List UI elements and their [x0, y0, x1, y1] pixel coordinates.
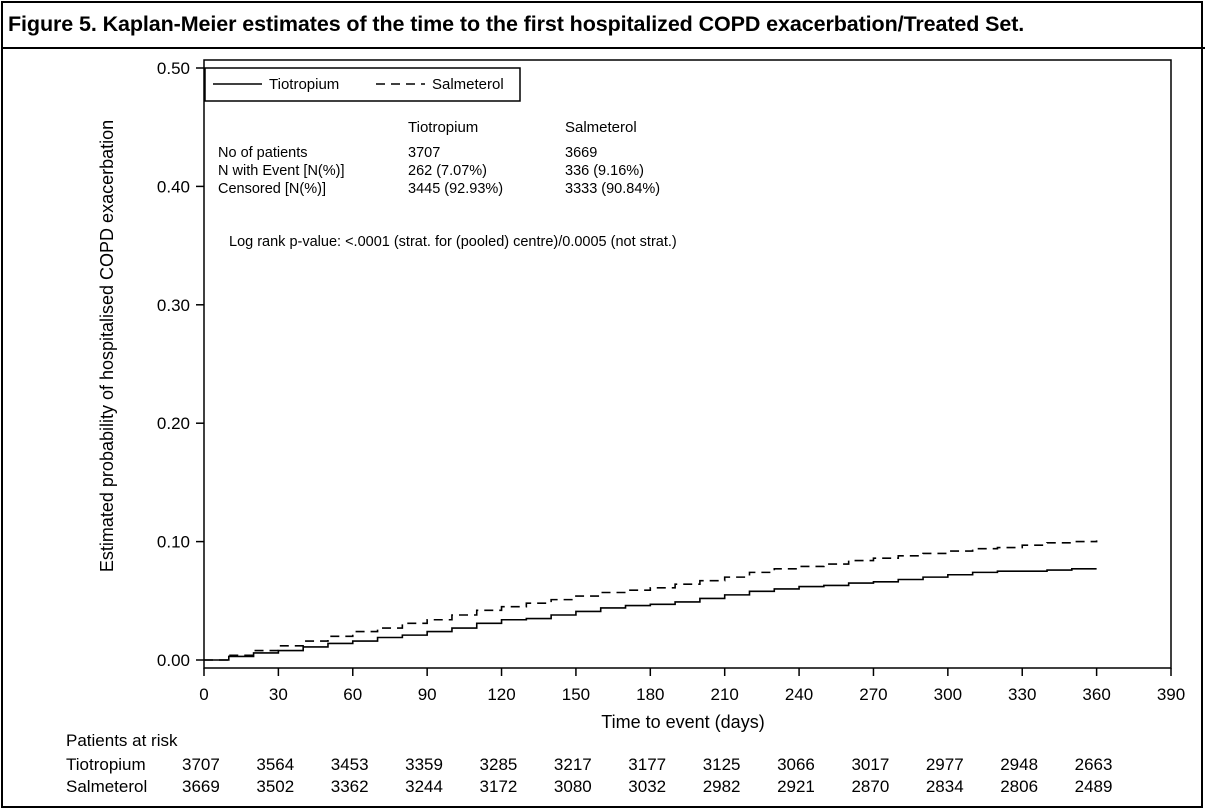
- risk-row-label-tiotropium: Tiotropium: [66, 755, 146, 774]
- risk-count-cell: 3125: [702, 755, 741, 774]
- stats-cell: 336 (9.16%): [565, 163, 644, 179]
- risk-count-cell: 3359: [405, 755, 443, 774]
- x-tick-label: 210: [711, 685, 739, 704]
- x-tick-label: 330: [1008, 685, 1036, 704]
- x-tick-label: 60: [343, 685, 362, 704]
- stats-cell: 262 (7.07%): [408, 163, 487, 179]
- risk-count-cell: 2489: [1074, 777, 1113, 796]
- risk-count-cell: 3172: [479, 777, 518, 796]
- stats-row-label: Censored [N(%)]: [218, 181, 326, 197]
- risk-row-label-salmeterol: Salmeterol: [66, 777, 148, 796]
- risk-count-cell: 3669: [182, 777, 220, 796]
- axes: 0 30 60 90 120 150 180 210 240 270 300 330 360 390 0.0…: [157, 59, 1185, 704]
- x-tick-label: 300: [934, 685, 962, 704]
- stats-col-header-salmeterol: Salmeterol: [565, 119, 637, 136]
- x-tick-label: 360: [1082, 685, 1110, 704]
- x-axis-label: Time to event (days): [601, 712, 764, 732]
- y-axis-label: Estimated probability of hospitalised CO…: [97, 120, 117, 572]
- risk-count-cell: 2870: [851, 777, 890, 796]
- curves: [204, 540, 1098, 661]
- risk-count-cell: 2982: [702, 777, 741, 796]
- x-tick-label: 180: [636, 685, 664, 704]
- risk-count-cell: 3362: [330, 777, 369, 796]
- title-divider: [1, 47, 1205, 49]
- km-curve-salmeterol: [204, 540, 1098, 661]
- stats-cell: 3333 (90.84%): [565, 181, 660, 197]
- y-tick-label: 0.00: [157, 651, 190, 670]
- risk-count-cell: 3564: [256, 755, 295, 774]
- x-tick-label: 0: [199, 685, 208, 704]
- risk-count-cell: 2806: [1000, 777, 1039, 796]
- x-tick-label: 150: [562, 685, 590, 704]
- stats-col-header-tiotropium: Tiotropium: [408, 119, 478, 136]
- risk-count-cell: 2834: [925, 777, 964, 796]
- risk-count-cell: 3017: [851, 755, 890, 774]
- risk-count-cell: 3066: [777, 755, 815, 774]
- y-tick-label: 0.50: [157, 59, 190, 78]
- legend-label-tiotropium: Tiotropium: [269, 76, 339, 93]
- risk-count-cell: 3707: [182, 755, 220, 774]
- logrank-annotation: Log rank p-value: <.0001 (strat. for (po…: [229, 234, 677, 250]
- risk-count-cell: 3080: [553, 777, 592, 796]
- stats-cell: 3707: [408, 145, 440, 161]
- risk-count-cell: 2977: [925, 755, 964, 774]
- risk-count-cell: 3453: [330, 755, 369, 774]
- x-tick-label: 120: [487, 685, 515, 704]
- y-tick-label: 0.20: [157, 414, 190, 433]
- y-tick-label: 0.10: [157, 533, 190, 552]
- figure-title: Figure 5. Kaplan-Meier estimates of the …: [8, 12, 1025, 36]
- risk-count-cell: 3177: [628, 755, 667, 774]
- x-tick-label: 270: [859, 685, 887, 704]
- stats-cell: 3445 (92.93%): [408, 181, 503, 197]
- y-tick-label: 0.40: [157, 177, 190, 196]
- risk-count-cell: 2921: [777, 777, 815, 796]
- y-tick-label: 0.30: [157, 296, 190, 315]
- risk-count-cell: 3502: [256, 777, 295, 796]
- x-tick-label: 390: [1157, 685, 1185, 704]
- stats-row-label: N with Event [N(%)]: [218, 163, 345, 179]
- x-tick-label: 240: [785, 685, 813, 704]
- risk-count-cell: 2663: [1074, 755, 1113, 774]
- risk-count-cell: 3285: [479, 755, 518, 774]
- stats-table: Tiotropium Salmeterol No of patients 370…: [218, 119, 660, 197]
- legend-label-salmeterol: Salmeterol: [432, 76, 504, 93]
- legend: Tiotropium Salmeterol: [204, 67, 521, 102]
- stats-row-label: No of patients: [218, 145, 307, 161]
- risk-count-cell: 3244: [405, 777, 443, 796]
- x-tick-label: 30: [269, 685, 288, 704]
- plot-area-border: [203, 59, 1172, 669]
- stats-cell: 3669: [565, 145, 597, 161]
- risk-count-cell: 3032: [628, 777, 667, 796]
- km-curve-tiotropium: [204, 568, 1097, 661]
- risk-count-cell: 2948: [1000, 755, 1039, 774]
- risk-table-heading: Patients at risk: [66, 731, 178, 750]
- risk-count-cell: 3217: [553, 755, 592, 774]
- x-tick-label: 90: [418, 685, 437, 704]
